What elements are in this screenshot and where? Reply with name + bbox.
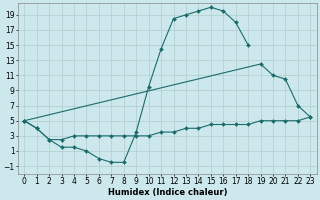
X-axis label: Humidex (Indice chaleur): Humidex (Indice chaleur) [108, 188, 227, 197]
